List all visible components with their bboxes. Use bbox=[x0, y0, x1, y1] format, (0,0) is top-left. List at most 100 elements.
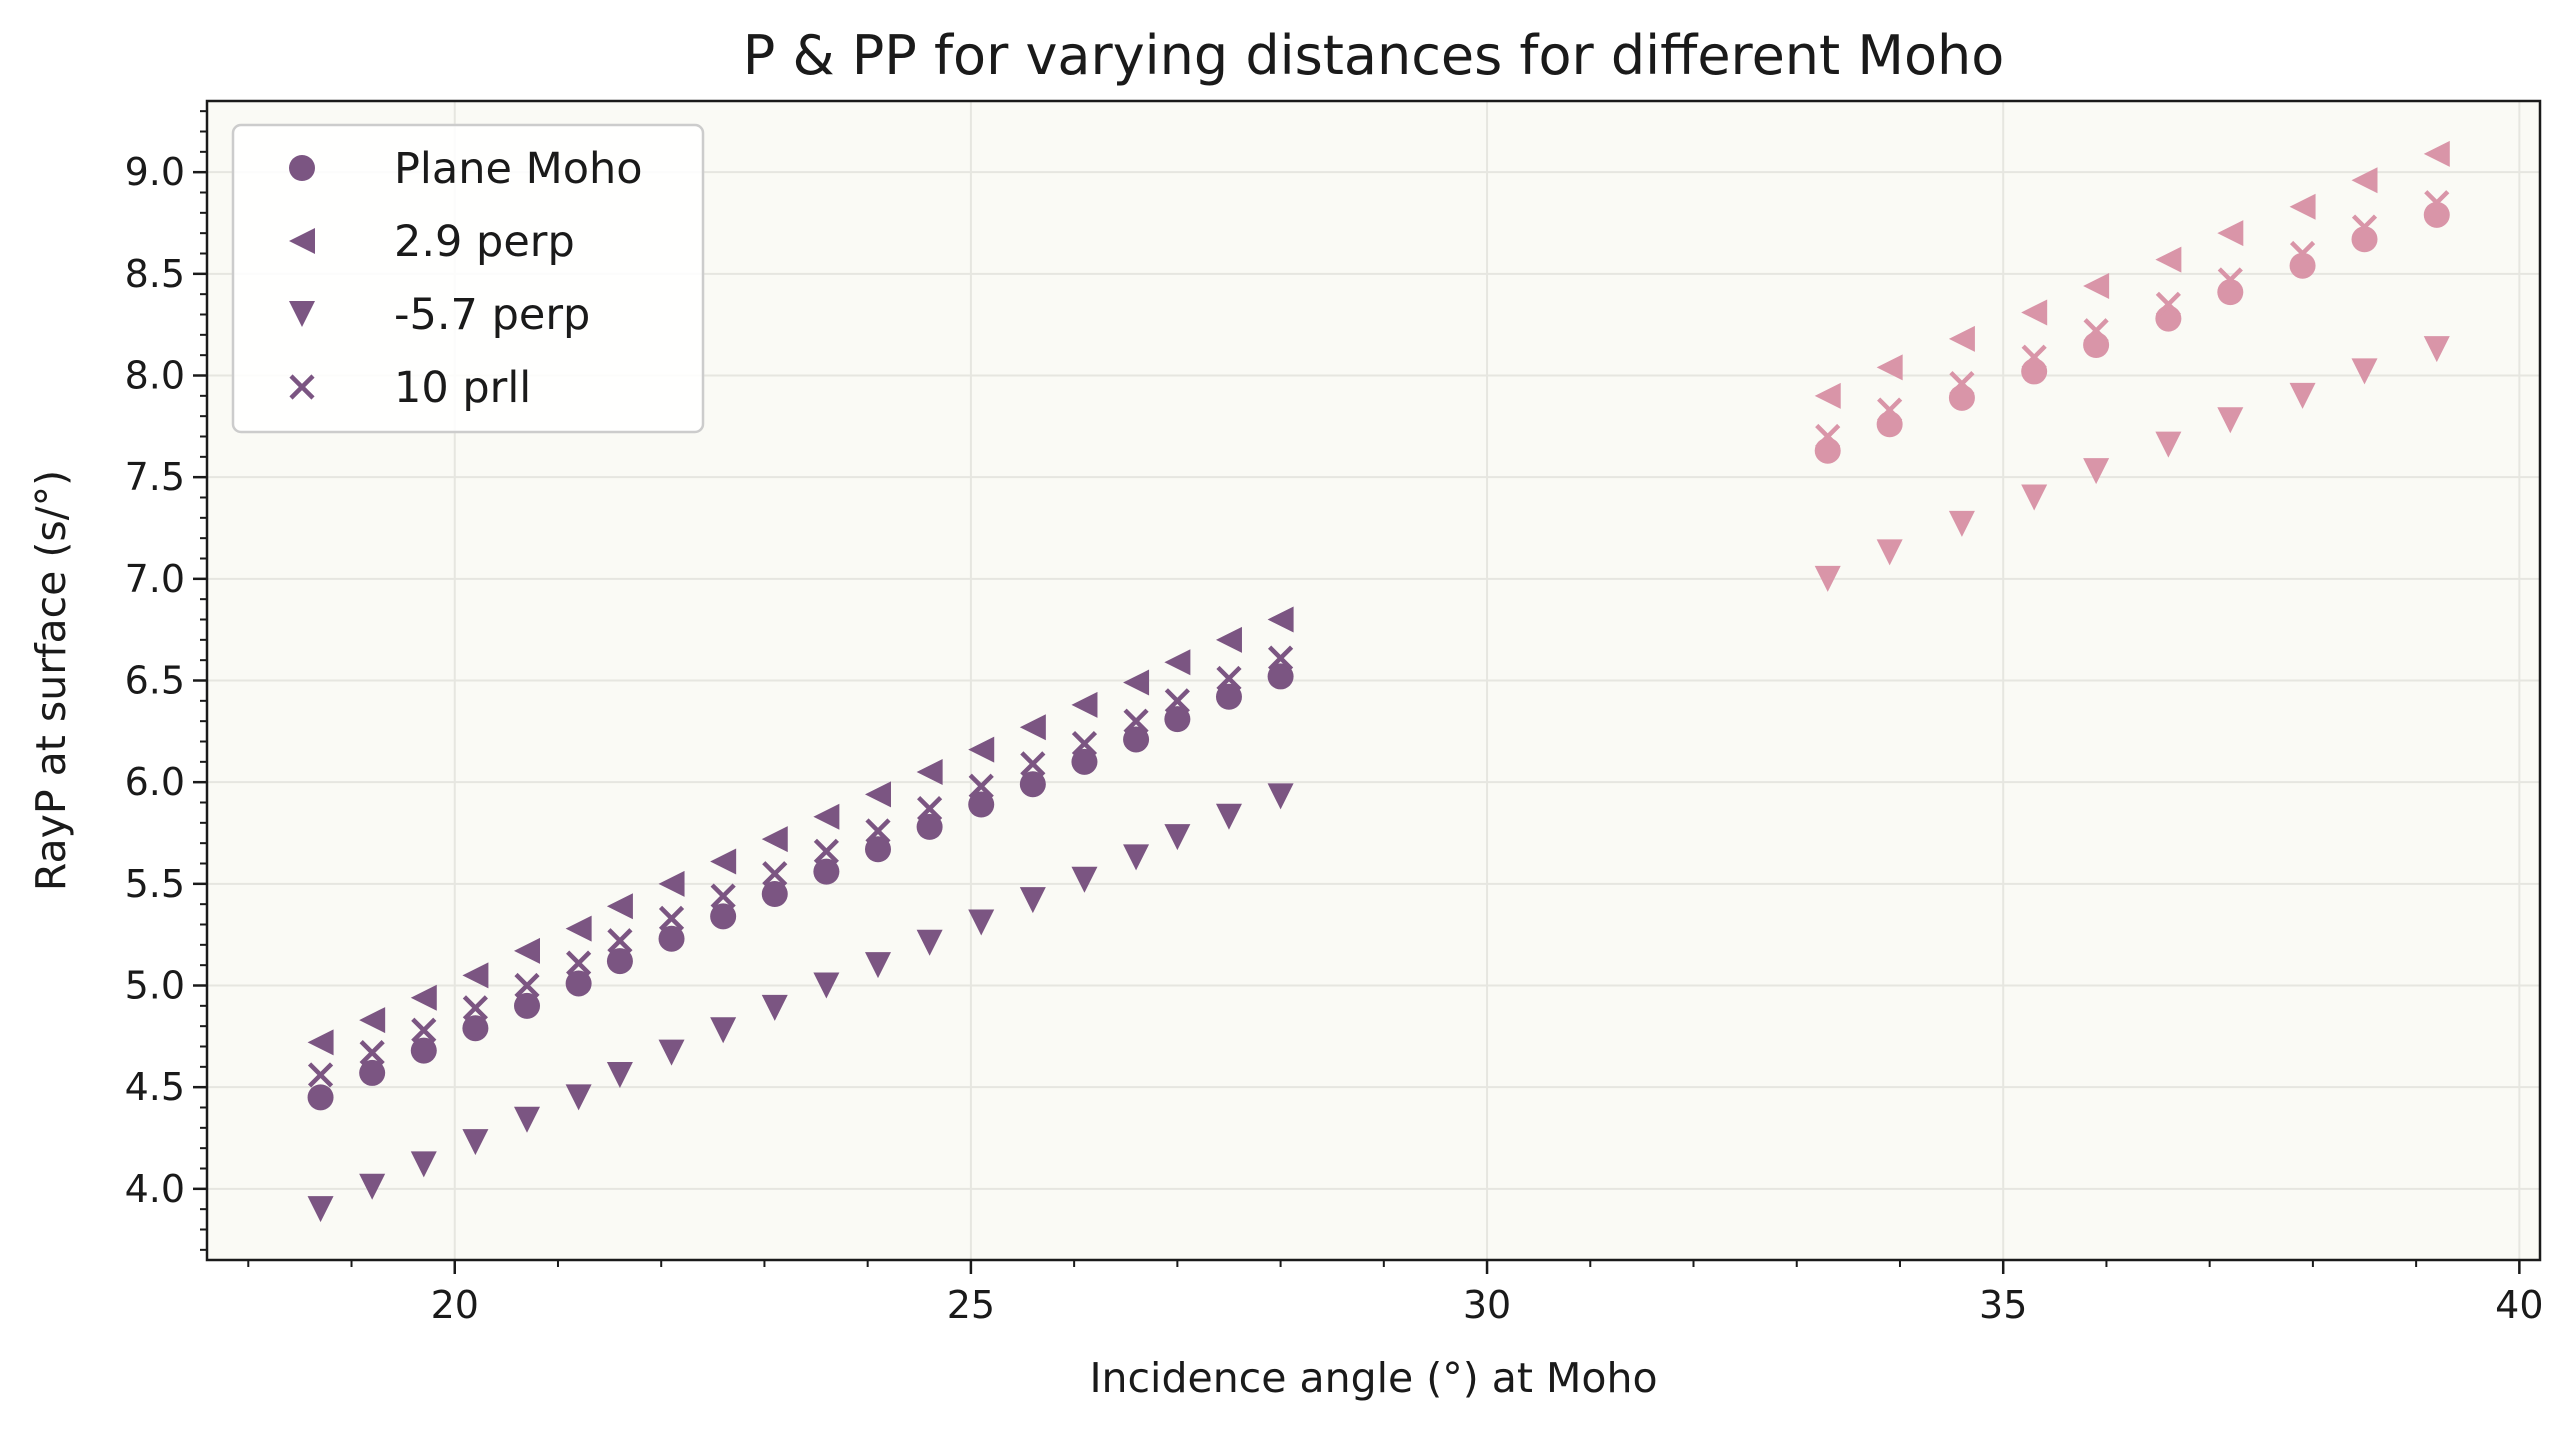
data-point bbox=[865, 818, 891, 844]
data-point bbox=[462, 962, 489, 989]
data-point bbox=[1215, 683, 1242, 710]
data-point bbox=[710, 883, 736, 909]
data-point bbox=[916, 929, 943, 956]
data-point bbox=[1164, 649, 1191, 676]
x-axis-label: Incidence angle (°) at Moho bbox=[1089, 1354, 1657, 1402]
data-point bbox=[1019, 771, 1046, 798]
data-point bbox=[359, 1007, 386, 1034]
data-point bbox=[359, 1059, 386, 1086]
legend-marker bbox=[289, 228, 315, 254]
legend-label: Plane Moho bbox=[394, 144, 643, 194]
data-point bbox=[566, 950, 592, 976]
data-point bbox=[410, 1037, 437, 1064]
data-point bbox=[1948, 325, 1975, 352]
y-tick-label: 5.5 bbox=[125, 862, 185, 906]
data-point bbox=[307, 1029, 334, 1056]
data-point bbox=[710, 1017, 737, 1044]
data-point bbox=[1123, 708, 1149, 734]
data-point bbox=[917, 796, 943, 822]
data-point bbox=[2289, 240, 2316, 267]
data-point bbox=[1215, 803, 1242, 830]
data-point bbox=[1814, 382, 1841, 409]
data-point bbox=[968, 909, 995, 936]
data-point bbox=[761, 826, 788, 853]
data-point bbox=[710, 903, 737, 930]
data-points bbox=[307, 140, 2450, 1223]
data-point bbox=[359, 1173, 386, 1200]
data-point bbox=[1071, 866, 1098, 893]
data-point bbox=[1814, 565, 1841, 592]
x-tick-label: 40 bbox=[2495, 1283, 2543, 1327]
data-point bbox=[658, 1039, 685, 1066]
data-point bbox=[1164, 706, 1191, 733]
data-point bbox=[1949, 371, 1975, 397]
data-point bbox=[565, 1084, 592, 1111]
legend: Plane Moho 2.9 perp -5.7 perp 10 prll bbox=[231, 123, 705, 434]
legend-marker bbox=[289, 301, 315, 327]
legend-marker bbox=[289, 155, 315, 181]
data-point bbox=[2155, 291, 2181, 317]
data-point bbox=[658, 925, 685, 952]
data-point bbox=[1948, 510, 1975, 537]
data-point bbox=[2083, 332, 2110, 358]
legend-label: -5.7 perp bbox=[394, 290, 590, 340]
data-point bbox=[462, 1129, 489, 1156]
data-point bbox=[2021, 358, 2048, 385]
data-point bbox=[2021, 344, 2047, 370]
data-point bbox=[2083, 458, 2110, 485]
data-point bbox=[1164, 688, 1190, 714]
data-point bbox=[2083, 273, 2110, 300]
x-tick-label: 25 bbox=[947, 1283, 995, 1327]
data-point bbox=[916, 759, 943, 785]
data-point bbox=[514, 1106, 541, 1133]
data-point bbox=[864, 781, 891, 808]
data-point bbox=[864, 952, 891, 979]
legend-box bbox=[231, 123, 705, 434]
data-point bbox=[968, 791, 995, 818]
data-point bbox=[410, 984, 437, 1011]
data-point bbox=[1123, 726, 1150, 753]
data-point bbox=[2424, 190, 2450, 216]
data-point bbox=[1019, 887, 1046, 914]
data-point bbox=[2155, 305, 2182, 332]
data-point bbox=[1123, 844, 1150, 871]
data-point bbox=[307, 1196, 334, 1223]
data-point bbox=[813, 838, 839, 864]
data-point bbox=[514, 972, 540, 999]
data-point bbox=[864, 836, 891, 863]
y-tick-label: 7.5 bbox=[125, 455, 185, 499]
data-point bbox=[1876, 354, 1903, 381]
data-point bbox=[462, 995, 488, 1021]
data-point bbox=[462, 1015, 489, 1042]
data-point bbox=[761, 994, 788, 1021]
data-point bbox=[410, 1151, 437, 1178]
data-point bbox=[2021, 484, 2048, 511]
y-tick-label: 4.0 bbox=[125, 1167, 185, 1211]
data-point bbox=[359, 1040, 385, 1066]
data-point bbox=[1216, 665, 1242, 692]
y-tick-label: 4.5 bbox=[125, 1065, 185, 1109]
data-point bbox=[658, 905, 685, 931]
data-point bbox=[565, 915, 592, 942]
data-point bbox=[307, 1084, 334, 1111]
y-tick-label: 8.0 bbox=[125, 354, 185, 398]
y-tick-label: 8.5 bbox=[125, 252, 185, 296]
data-point bbox=[2351, 167, 2378, 194]
y-axis-label: RayP at surface (s/°) bbox=[27, 470, 75, 891]
data-point bbox=[2083, 318, 2109, 344]
data-point bbox=[514, 937, 541, 964]
data-point bbox=[2289, 382, 2316, 409]
data-point bbox=[813, 858, 840, 885]
x-tick-label: 20 bbox=[431, 1283, 479, 1327]
data-point bbox=[2155, 431, 2182, 458]
data-point bbox=[411, 1017, 437, 1043]
data-point bbox=[1164, 824, 1191, 851]
data-point bbox=[2351, 214, 2378, 240]
data-point bbox=[565, 970, 592, 997]
data-point bbox=[1267, 645, 1294, 671]
data-point bbox=[1071, 730, 1098, 757]
data-point bbox=[2217, 267, 2243, 293]
y-tick-label: 6.0 bbox=[125, 760, 185, 804]
data-point bbox=[607, 928, 633, 954]
data-point bbox=[2351, 358, 2378, 385]
